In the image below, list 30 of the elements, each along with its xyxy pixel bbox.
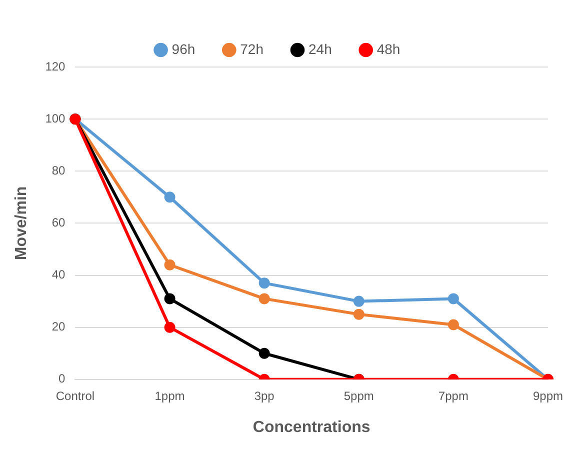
x-tick-label: Control [56,388,95,403]
point [258,293,270,304]
point [353,308,364,320]
x-tick-label: 7ppm [438,388,468,403]
y-tick-label: 20 [52,320,66,334]
x-tick-label: 1ppm [154,388,185,403]
y-tick-label: 40 [52,268,66,282]
point [164,259,176,270]
point [448,319,459,330]
point [164,293,176,304]
point [448,293,459,304]
y-tick-label: 120 [45,59,66,74]
point [258,278,270,289]
legend-label: 48h [376,40,400,57]
point [164,192,176,203]
point [164,322,176,333]
y-tick-label: 100 [45,111,66,126]
y-tick-label: 60 [52,216,66,230]
y-tick-label: 0 [58,372,66,386]
y-tick-label: 80 [52,163,66,178]
legend-label: 96h [172,40,196,57]
y-axis-title: Move/min [13,186,30,260]
point [258,348,270,359]
x-tick-label: 5ppm [344,388,374,403]
x-axis-title: Concentrations [252,418,370,436]
x-tick-label: 9ppm [532,388,564,403]
legend-label: 72h [240,40,264,57]
point [353,296,364,307]
legend-label: 24h [308,40,332,57]
x-tick-label: 3pp [254,388,275,403]
